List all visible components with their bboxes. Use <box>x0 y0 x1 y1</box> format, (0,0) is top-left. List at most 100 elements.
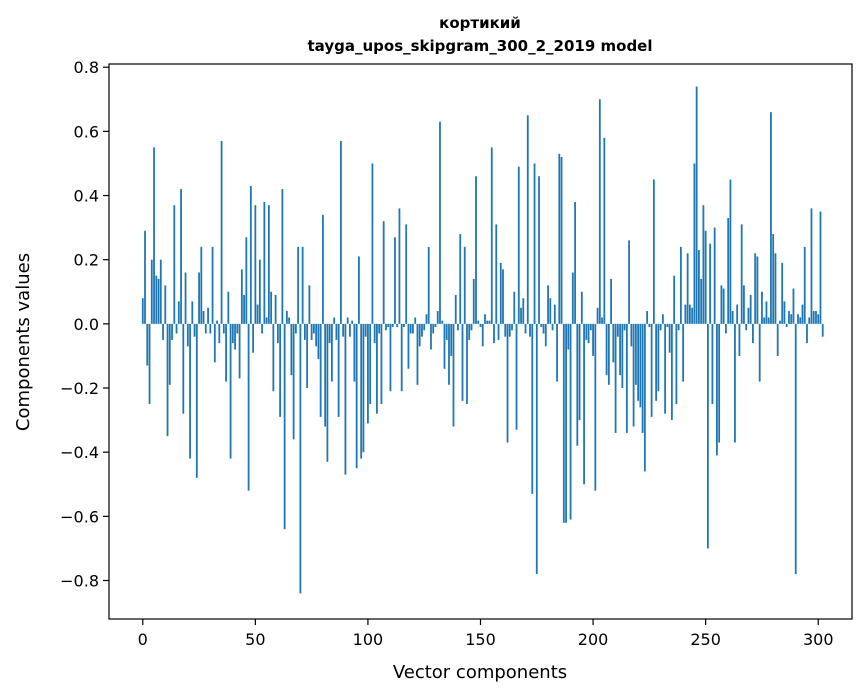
bar-139 <box>454 294 457 324</box>
bar-187 <box>562 323 565 523</box>
bar-251 <box>707 323 709 549</box>
bar-57 <box>270 291 273 324</box>
bar-65 <box>288 317 291 324</box>
bar-130 <box>434 323 437 328</box>
bar-210 <box>614 323 617 433</box>
bar-25 <box>198 272 200 324</box>
bar-248 <box>700 278 703 324</box>
bar-256 <box>718 323 721 443</box>
bar-76 <box>312 323 315 334</box>
bar-186 <box>560 157 563 324</box>
bar-90 <box>344 323 347 475</box>
bar-67 <box>292 323 295 440</box>
bar-197 <box>585 323 588 340</box>
bar-103 <box>373 323 376 344</box>
bar-146 <box>470 323 473 331</box>
bar-239 <box>679 246 682 324</box>
bar-194 <box>578 323 581 421</box>
bar-99 <box>364 323 367 337</box>
bar-276 <box>763 317 766 324</box>
bar-47 <box>247 323 250 491</box>
bar-298 <box>812 311 815 324</box>
bar-263 <box>734 323 736 443</box>
bar-23 <box>193 323 196 337</box>
bar-151 <box>481 323 484 347</box>
bar-223 <box>643 323 646 472</box>
bars-group <box>141 86 824 594</box>
bar-270 <box>749 294 752 324</box>
bar-160 <box>502 269 504 324</box>
bar-236 <box>673 275 676 324</box>
bar-283 <box>779 320 781 324</box>
bar-80 <box>321 214 324 324</box>
bar-170 <box>524 323 527 334</box>
bar-15 <box>175 323 178 334</box>
bar-252 <box>709 243 712 324</box>
bar-264 <box>736 304 739 324</box>
bar-226 <box>650 323 653 417</box>
bar-56 <box>267 205 270 324</box>
bar-299 <box>815 311 817 324</box>
bar-292 <box>799 317 802 324</box>
y-tick-label: 0.8 <box>74 58 99 77</box>
bar-148 <box>475 176 477 324</box>
bar-184 <box>556 323 558 382</box>
bar-58 <box>272 323 275 392</box>
bar-218 <box>632 323 635 427</box>
bar-192 <box>574 201 576 324</box>
bar-53 <box>261 323 263 334</box>
bar-60 <box>276 323 279 344</box>
bar-81 <box>324 323 327 427</box>
bar-293 <box>801 304 804 324</box>
bar-232 <box>664 323 667 414</box>
bar-89 <box>342 323 345 337</box>
bar-254 <box>713 227 716 324</box>
bar-83 <box>328 323 331 344</box>
x-tick-label: 250 <box>690 630 721 649</box>
bar-24 <box>195 323 198 478</box>
bar-162 <box>506 323 509 443</box>
bar-39 <box>229 323 232 459</box>
bar-163 <box>508 323 511 337</box>
plot-frame <box>108 63 853 620</box>
bar-277 <box>765 301 768 324</box>
bar-302 <box>821 323 824 337</box>
bar-86 <box>335 323 338 340</box>
bar-34 <box>218 323 221 344</box>
bar-250 <box>704 230 707 324</box>
bar-209 <box>612 323 615 363</box>
bar-189 <box>567 323 570 350</box>
bar-75 <box>310 323 313 340</box>
bar-155 <box>490 147 493 324</box>
y-tick-label: 0.6 <box>74 122 99 141</box>
bar-273 <box>756 256 759 324</box>
bar-100 <box>367 323 369 424</box>
bar-142 <box>461 323 464 401</box>
bar-9 <box>162 323 164 340</box>
bar-109 <box>387 323 390 328</box>
bar-82 <box>326 323 329 462</box>
bar-48 <box>249 185 252 324</box>
bar-272 <box>754 253 757 324</box>
bar-135 <box>445 323 448 340</box>
bar-98 <box>362 323 365 453</box>
bar-52 <box>258 259 261 324</box>
bar-285 <box>783 301 786 324</box>
bar-14 <box>173 205 176 324</box>
bar-260 <box>727 217 730 324</box>
bar-234 <box>668 323 671 353</box>
bar-140 <box>457 323 459 331</box>
bar-262 <box>731 311 734 324</box>
y-tick-label: 0.0 <box>74 315 99 334</box>
bar-180 <box>547 285 549 324</box>
bar-77 <box>315 323 318 347</box>
chart-subtitle: tayga_upos_skipgram_300_2_2019 model <box>308 37 653 55</box>
bar-124 <box>421 323 423 337</box>
bar-279 <box>770 112 772 324</box>
bar-208 <box>610 278 612 324</box>
bar-7 <box>157 278 160 324</box>
bar-238 <box>677 323 680 331</box>
bar-71 <box>301 246 304 324</box>
bar-204 <box>601 317 603 324</box>
x-tick-label: 300 <box>803 630 834 649</box>
